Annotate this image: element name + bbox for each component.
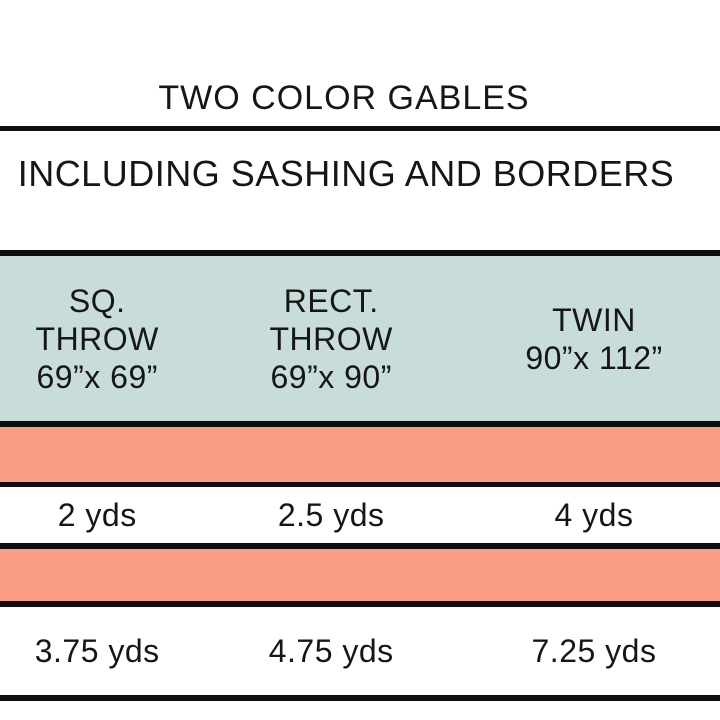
color-band-1 xyxy=(0,427,720,482)
column-header-twin: TWIN 90”x 112” xyxy=(468,256,720,421)
header-line: TWIN xyxy=(552,301,636,338)
divider-line xyxy=(0,126,720,131)
divider-line xyxy=(0,601,720,607)
yardage-value: 4.75 yds xyxy=(268,632,394,669)
header-line: THROW xyxy=(35,320,159,357)
header-line: SQ. xyxy=(68,282,126,319)
divider-line xyxy=(0,421,720,427)
column-header-rect-throw: RECT. THROW 69”x 90” xyxy=(194,256,468,421)
title-row: TWO COLOR GABLES xyxy=(0,0,720,126)
header-line: 69”x 90” xyxy=(270,358,392,395)
yardage-row-1: 2 yds 2.5 yds 4 yds xyxy=(0,487,720,543)
yardage-value: 3.75 yds xyxy=(34,632,160,669)
column-header-sq-throw: SQ. THROW 69”x 69” xyxy=(0,256,194,421)
color-band-2 xyxy=(0,549,720,601)
yardage-value: 7.25 yds xyxy=(531,632,657,669)
bottom-margin xyxy=(0,701,720,720)
subtitle-row: INCLUDING SASHING AND BORDERS xyxy=(0,131,720,250)
yardage-row-2: 3.75 yds 4.75 yds 7.25 yds xyxy=(0,607,720,695)
yardage-value: 4 yds xyxy=(554,496,634,533)
size-header-band: SQ. THROW 69”x 69” RECT. THROW 69”x 90” … xyxy=(0,256,720,421)
page-title: TWO COLOR GABLES xyxy=(158,79,530,117)
yardage-value: 2.5 yds xyxy=(277,496,385,533)
header-line: 69”x 69” xyxy=(36,358,158,395)
header-line: RECT. xyxy=(283,282,379,319)
page-subtitle: INCLUDING SASHING AND BORDERS xyxy=(17,153,675,194)
yardage-value: 2 yds xyxy=(57,496,137,533)
header-line: THROW xyxy=(269,320,393,357)
divider-line xyxy=(0,543,720,549)
divider-line xyxy=(0,482,720,487)
header-line: 90”x 112” xyxy=(525,339,663,376)
divider-line xyxy=(0,250,720,256)
divider-line xyxy=(0,695,720,701)
